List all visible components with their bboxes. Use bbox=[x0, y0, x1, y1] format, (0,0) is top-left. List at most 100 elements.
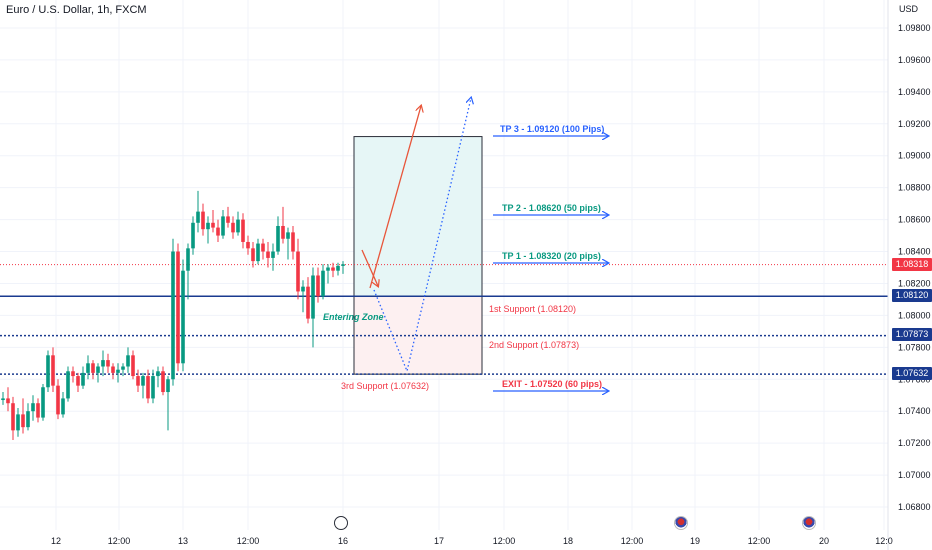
support3-badge: 1.07632 bbox=[892, 367, 932, 380]
candle-body bbox=[291, 232, 295, 252]
candle-body bbox=[41, 387, 45, 418]
candle-body bbox=[246, 241, 250, 249]
candle-body bbox=[111, 366, 115, 373]
entering-zone-label: Entering Zone bbox=[323, 312, 384, 322]
candle-body bbox=[56, 385, 60, 415]
last-price-badge: 1.08318 bbox=[892, 258, 932, 271]
time-tick-label: 17 bbox=[434, 536, 444, 546]
support1-badge: 1.08120 bbox=[892, 289, 932, 302]
price-tick-label: 1.09000 bbox=[898, 151, 931, 161]
candle-body bbox=[81, 372, 85, 386]
position-boxes bbox=[353, 136, 483, 375]
candle-body bbox=[236, 219, 240, 233]
candle-body bbox=[6, 398, 10, 404]
candle-body bbox=[331, 267, 335, 271]
exit-label: EXIT - 1.07520 (60 pips) bbox=[502, 379, 603, 389]
candle-body bbox=[226, 216, 230, 223]
candle-body bbox=[316, 275, 320, 297]
us-flag-event-icon[interactable] bbox=[674, 516, 688, 530]
candle-body bbox=[296, 251, 300, 292]
candle-body bbox=[306, 286, 310, 319]
time-tick-label: 12:00 bbox=[493, 536, 516, 546]
candle-body bbox=[86, 363, 90, 373]
candle-body bbox=[156, 371, 160, 377]
price-tick-label: 1.09200 bbox=[898, 119, 931, 129]
price-tick-label: 1.07000 bbox=[898, 470, 931, 480]
candle-body bbox=[341, 264, 345, 266]
candle-body bbox=[16, 414, 20, 431]
candle-body bbox=[266, 251, 270, 258]
candle-body bbox=[301, 286, 305, 292]
take-profit-zone bbox=[353, 136, 483, 297]
candle-body bbox=[176, 251, 180, 364]
candle-body bbox=[141, 376, 145, 386]
tp2-label: TP 2 - 1.08620 (50 pips) bbox=[502, 203, 601, 213]
candle-body bbox=[336, 265, 340, 271]
chart-title: Euro / U.S. Dollar, 1h, FXCM bbox=[6, 4, 147, 16]
candle-body bbox=[231, 222, 235, 233]
price-tick-label: 1.09600 bbox=[898, 55, 931, 65]
tp3-label: TP 3 - 1.09120 (100 Pips) bbox=[500, 124, 605, 134]
candle-body bbox=[66, 371, 70, 399]
candle-body bbox=[51, 355, 55, 386]
candle-body bbox=[321, 270, 325, 297]
candle-body bbox=[116, 369, 120, 373]
candle-body bbox=[196, 211, 200, 223]
price-tick-label: 1.07400 bbox=[898, 406, 931, 416]
candle-body bbox=[256, 243, 260, 262]
support1-label: 1st Support (1.08120) bbox=[489, 304, 577, 314]
candle-body bbox=[271, 251, 275, 258]
candle-body bbox=[276, 225, 280, 252]
candle-body bbox=[121, 366, 125, 370]
candle-body bbox=[216, 227, 220, 236]
price-tick-label: 1.09800 bbox=[898, 23, 931, 33]
bullish-projection-arrow bbox=[369, 106, 421, 289]
candle-body bbox=[61, 398, 65, 415]
candle-body bbox=[261, 243, 265, 252]
support2-label: 2nd Support (1.07873) bbox=[489, 340, 580, 350]
candle-body bbox=[201, 211, 205, 230]
us-flag-event-icon[interactable] bbox=[802, 516, 816, 530]
candle-body bbox=[191, 222, 195, 249]
candle-body bbox=[186, 248, 190, 271]
time-tick-label: 12:00 bbox=[108, 536, 131, 546]
candle-body bbox=[241, 219, 245, 242]
candle-body bbox=[206, 222, 210, 230]
lightning-icon[interactable] bbox=[334, 516, 348, 530]
candle-body bbox=[76, 376, 80, 386]
candle-body bbox=[71, 371, 75, 377]
candle-body bbox=[151, 376, 155, 399]
candle-body bbox=[31, 403, 35, 412]
time-tick-label: 18 bbox=[563, 536, 573, 546]
price-tick-label: 1.08600 bbox=[898, 215, 931, 225]
currency-label: USD bbox=[899, 4, 919, 14]
price-tick-label: 1.08000 bbox=[898, 310, 931, 320]
candle-body bbox=[131, 355, 135, 377]
candle-body bbox=[96, 366, 100, 373]
candle-body bbox=[171, 251, 175, 380]
price-tick-label: 1.08400 bbox=[898, 247, 931, 257]
candle-body bbox=[251, 248, 255, 262]
price-tick-label: 1.06800 bbox=[898, 502, 931, 512]
candle-body bbox=[21, 414, 25, 428]
candle-body bbox=[161, 371, 165, 393]
candle-body bbox=[106, 360, 110, 367]
candle-body bbox=[126, 355, 130, 367]
time-tick-label: 19 bbox=[690, 536, 700, 546]
price-axis: 1.09800 1.09600 1.09400 1.09200 1.09000 1.088… bbox=[887, 0, 931, 550]
entry-arrow bbox=[361, 249, 378, 286]
candle-body bbox=[181, 270, 185, 364]
candle-body bbox=[1, 398, 5, 401]
price-tick-label: 1.07200 bbox=[898, 438, 931, 448]
candle-body bbox=[36, 403, 40, 418]
time-tick-label: 12 bbox=[51, 536, 61, 546]
time-tick-label: 12:0 bbox=[875, 536, 893, 546]
price-tick-label: 1.09400 bbox=[898, 87, 931, 97]
alternative-projection-path bbox=[373, 98, 471, 374]
time-tick-label: 16 bbox=[338, 536, 348, 546]
candle-body bbox=[146, 376, 150, 399]
candle-body bbox=[91, 363, 95, 373]
candles bbox=[1, 190, 345, 440]
time-axis: 12 12:00 13 12:00 16 17 12:00 18 12:00 19 12:00 20 1… bbox=[51, 536, 893, 546]
